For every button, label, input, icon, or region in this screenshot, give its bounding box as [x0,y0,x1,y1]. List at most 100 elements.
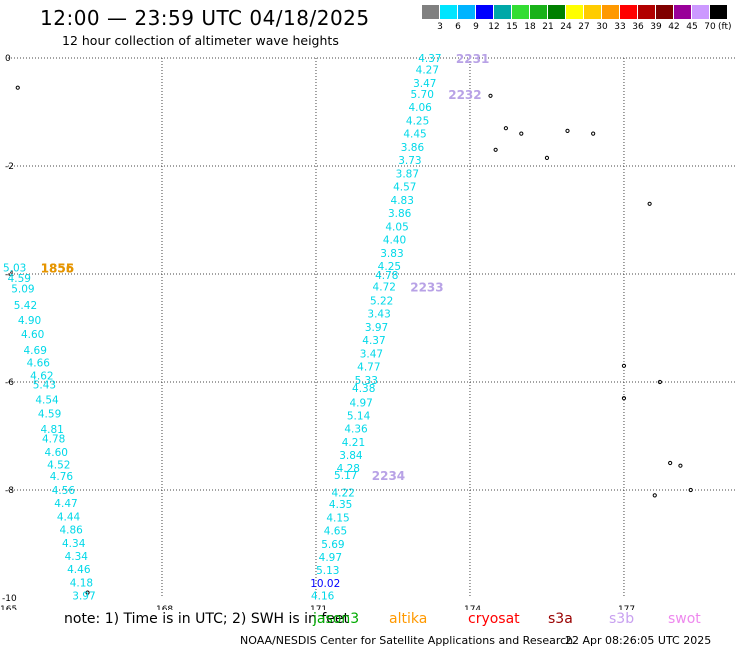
wave-height-label: 4.35 [329,499,352,511]
wave-height-label: 4.22 [331,488,354,500]
wave-height-label: 4.37 [418,53,441,65]
colorbar-label: 9 [473,22,479,32]
wave-height-label: 4.47 [54,498,77,510]
wave-height-label: 4.60 [45,447,68,459]
wave-height-label: 3.86 [388,208,412,220]
colorbar-label: 15 [506,22,518,32]
y-tick-label: -6 [5,378,14,388]
wave-height-label: 4.97 [349,398,372,410]
page-subtitle: 12 hour collection of altimeter wave hei… [62,33,339,48]
wave-height-label: 5.43 [33,380,56,392]
wave-height-label: 4.54 [35,394,59,406]
pass-id-label: 1855 [41,262,74,276]
pass-id-label: 2234 [372,469,405,483]
pass-id-label: 2233 [410,280,443,294]
island-marker [652,493,657,498]
wave-height-label: 4.60 [21,329,44,341]
wave-height-label: 4.78 [42,434,65,446]
wave-height-label: 4.27 [416,64,439,76]
colorbar-swatch [638,5,656,19]
wave-height-label: 3.47 [360,348,383,360]
wave-height-label: 10.02 [310,578,340,590]
footer-credit: NOAA/NESDIS Center for Satellite Applica… [240,634,574,647]
satellite-legend-cryosat: cryosat [468,611,520,627]
wave-height-label: 4.15 [326,513,349,525]
wave-height-label: 4.56 [52,485,76,497]
wave-height-label: 4.34 [65,551,89,563]
colorbar-swatch [602,5,620,19]
satellite-legend-s3a: s3a [548,611,573,627]
x-tick-label: 177 [618,605,635,610]
wave-height-label: 5.09 [11,284,34,296]
wave-height-label: 5.22 [370,295,393,307]
wave-height-label: 3.87 [396,169,419,181]
colorbar-swatch [656,5,674,19]
satellite-tracks: 5.034.595.095.424.904.604.694.664.625.43… [3,52,489,602]
satellite-legend-jason3: jason3 [313,611,360,627]
colorbar-label: 33 [614,22,626,32]
wave-height-label: 4.21 [342,437,365,449]
island-marker [488,93,493,98]
island-marker [519,131,524,136]
colorbar-label: 39 [650,22,662,32]
colorbar-swatch [548,5,566,19]
colorbar-swatch [584,5,602,19]
colorbar-label: 27 [578,22,590,32]
colorbar-swatch [674,5,692,19]
wave-height-label: 3.86 [401,142,425,154]
pass-id-label: 1856 [41,262,74,276]
wave-height-label: 3.97 [72,590,95,602]
x-tick-label: 174 [464,605,481,610]
colorbar-swatch [458,5,476,19]
wave-height-label: 4.06 [408,102,432,114]
wave-height-label: 4.25 [406,116,429,128]
satellite-legend-s3b: s3b [609,611,635,627]
wave-height-label: 4.78 [375,270,398,282]
colorbar-label: 24 [560,22,572,32]
x-tick-label: 171 [310,605,327,610]
wave-height-label: 4.81 [40,424,63,436]
wave-height-label: 4.05 [385,221,408,233]
island-marker [591,131,596,136]
wave-height-label: 4.46 [67,564,91,576]
wave-height-label: 3.43 [367,308,390,320]
wave-height-label: 4.16 [311,590,335,602]
wave-height-label: 4.18 [70,577,93,589]
colorbar-swatch [530,5,548,19]
island-marker [657,379,662,385]
wave-height-label: 4.57 [393,182,416,194]
island-marker [647,201,652,206]
island-marker [85,590,90,595]
page-title: 12:00 — 23:59 UTC 04/18/2025 [40,6,370,30]
wave-height-label: 4.59 [8,273,31,285]
wave-height-label: 4.77 [357,361,380,373]
colorbar-swatch [512,5,530,19]
wave-height-label: 4.45 [403,129,426,141]
x-tick-label: 165 [0,605,17,610]
wave-height-label: 5.33 [355,375,378,387]
colorbar-label: 18 [524,22,536,32]
axis-ticks: 165 168 171 174 177 0 -2 -4 -6 -8 -10 [0,54,635,610]
map-grid [8,57,735,598]
island-marker [493,147,498,152]
island-marker [544,155,550,160]
wave-height-label: 4.44 [57,511,81,523]
wave-height-label: 4.40 [383,234,406,246]
wave-height-label: 4.28 [337,463,360,475]
wave-height-label: 5.14 [347,410,371,422]
wave-height-label: 5.69 [321,539,344,551]
colorbar-label: 3 [437,22,443,32]
wave-height-label: 4.83 [391,195,414,207]
colorbar-swatch [476,5,494,19]
satellite-legend-swot: swot [668,611,701,627]
note-text: note: 1) Time is in UTC; 2) SWH is in fe… [64,611,350,627]
colorbar-label: 42 [668,22,680,32]
wave-height-label: 5.70 [411,89,434,101]
island-marker [621,396,627,401]
wave-height-label: 3.73 [398,155,421,167]
island-marker [565,128,570,133]
wave-height-label: 4.59 [38,408,61,420]
y-tick-label: -4 [5,270,14,280]
colorbar-swatch [440,5,458,19]
